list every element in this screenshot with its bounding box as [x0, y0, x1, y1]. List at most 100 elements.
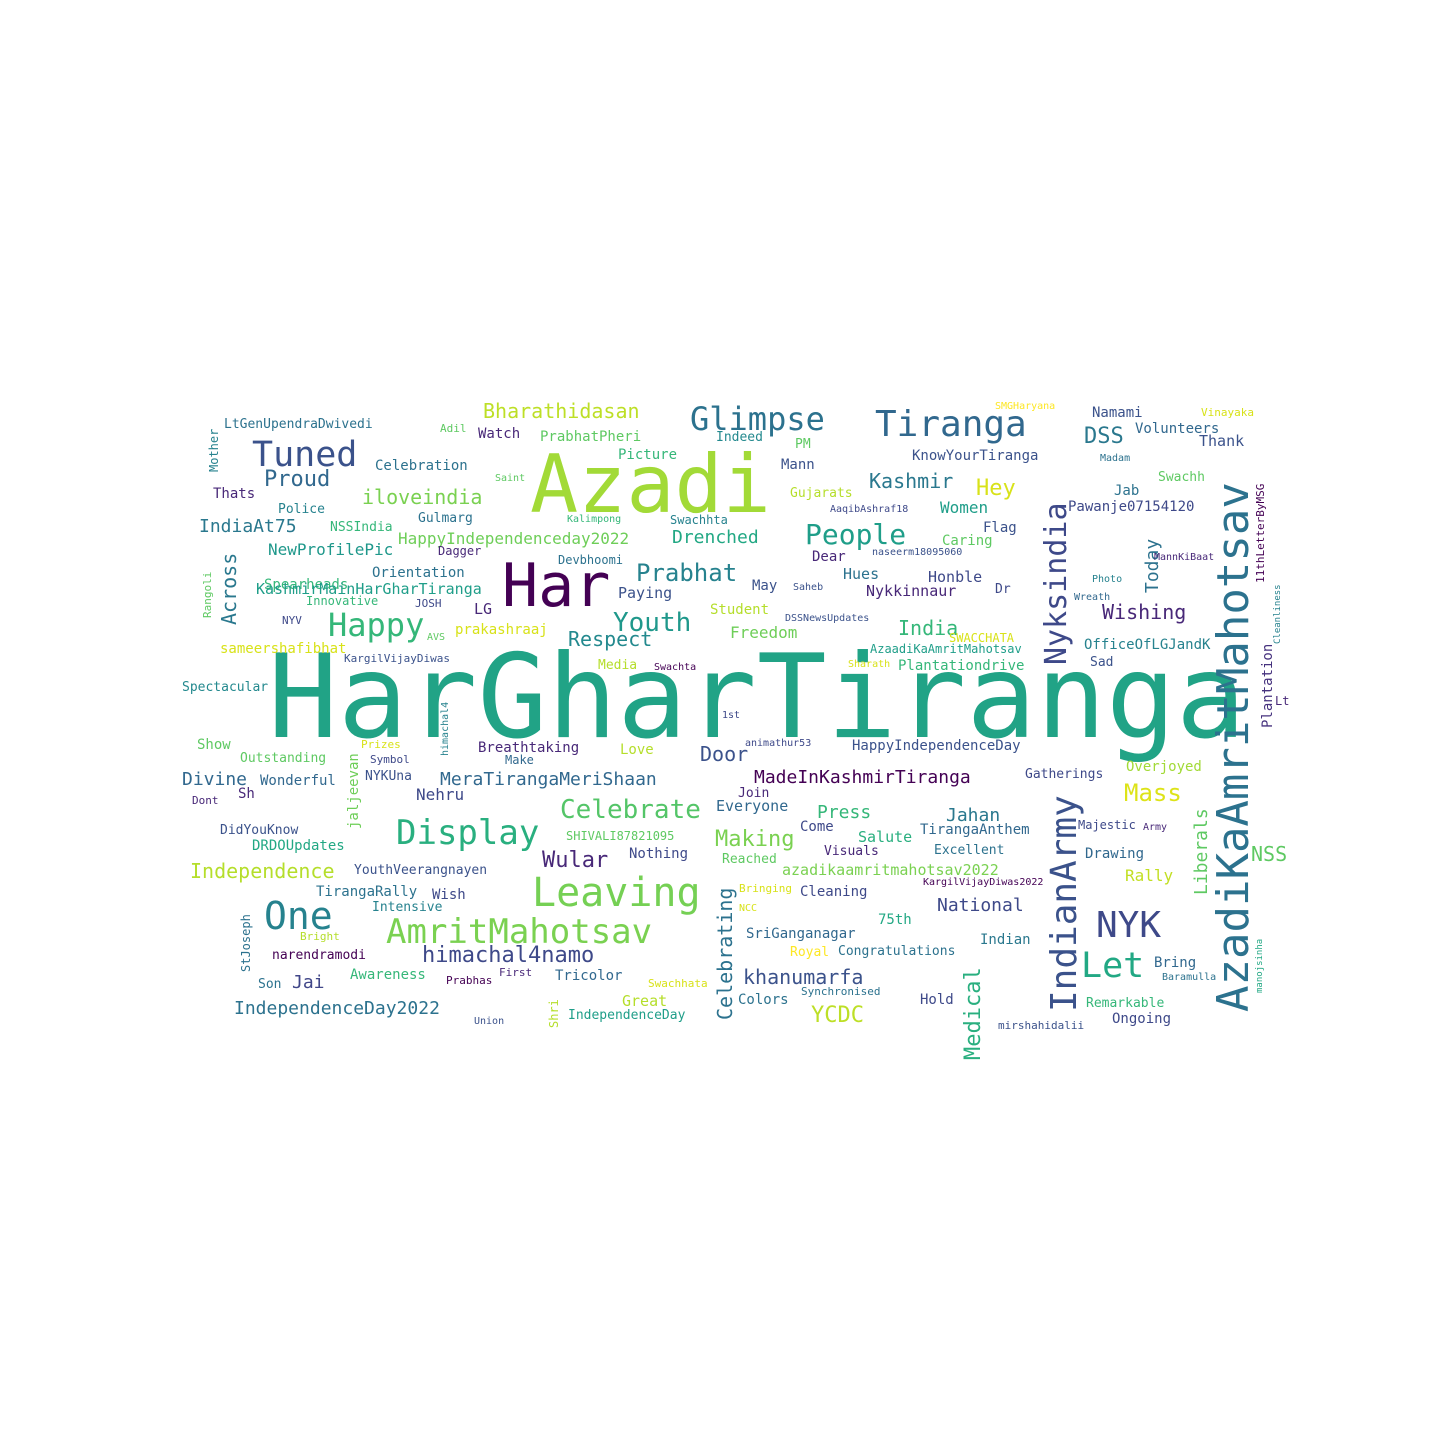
cloud-word: Nykkinnaur	[866, 582, 956, 600]
cloud-word: Sharath	[848, 659, 890, 670]
cloud-word: Colors	[738, 992, 789, 1008]
cloud-word: Love	[620, 742, 654, 758]
cloud-word: Thank	[1199, 432, 1244, 450]
cloud-word: Adil	[440, 422, 467, 435]
cloud-word: Prizes	[361, 738, 401, 751]
cloud-word: Swachh	[1158, 470, 1205, 485]
cloud-word: MannKiBaat	[1154, 552, 1214, 563]
cloud-word: One	[264, 894, 333, 938]
cloud-word: Join	[738, 786, 769, 801]
cloud-word: Bright	[300, 930, 340, 943]
cloud-word: SWACCHATA	[949, 631, 1015, 645]
cloud-word: naseerm18095060	[872, 547, 962, 558]
cloud-word: Gulmarg	[418, 511, 473, 526]
cloud-word: Indeed	[716, 430, 763, 445]
cloud-word: TirangaRally	[316, 884, 417, 900]
cloud-word: Thats	[213, 486, 255, 502]
cloud-word: PM	[795, 437, 811, 452]
cloud-word: Celebrating	[713, 888, 737, 1020]
cloud-word: Intensive	[372, 900, 443, 915]
cloud-word: Dagger	[438, 544, 481, 558]
cloud-word: 75th	[878, 912, 912, 928]
cloud-word: manojsinha	[1255, 939, 1265, 993]
cloud-word: KargilVijayDiwas2022	[923, 877, 1043, 888]
cloud-word: Honble	[928, 568, 982, 586]
cloud-word: First	[499, 966, 532, 979]
cloud-word: khanumarfa	[743, 965, 863, 989]
cloud-word: Swachhta	[670, 513, 728, 527]
cloud-word: Flag	[983, 520, 1017, 536]
cloud-word: IndianArmy	[1044, 795, 1085, 1012]
cloud-word: Bringing	[739, 882, 792, 895]
cloud-word: Media	[598, 658, 637, 673]
cloud-word: Plantation	[1260, 644, 1276, 728]
cloud-word: Hues	[843, 565, 879, 583]
cloud-word: Majestic	[1078, 818, 1136, 832]
cloud-word: iloveindia	[362, 485, 482, 509]
cloud-word: Shri	[547, 999, 561, 1028]
cloud-word: Overjoyed	[1126, 759, 1202, 775]
cloud-word: Women	[940, 498, 988, 517]
cloud-word: Hold	[920, 992, 954, 1008]
cloud-word: Wreath	[1074, 592, 1110, 603]
cloud-word: Everyone	[716, 797, 788, 815]
cloud-word: LtGenUpendraDwivedi	[224, 417, 373, 432]
cloud-word: NYKUna	[365, 769, 412, 784]
cloud-word: Hey	[976, 476, 1016, 501]
cloud-word: Press	[817, 802, 871, 823]
cloud-word: NSSIndia	[330, 520, 393, 535]
cloud-word: Remarkable	[1086, 996, 1164, 1011]
cloud-word: Bring	[1154, 955, 1196, 971]
cloud-word: Volunteers	[1135, 421, 1219, 437]
cloud-word: Baramulla	[1162, 972, 1216, 983]
cloud-word: Har	[502, 551, 610, 621]
cloud-word: Paying	[618, 584, 672, 602]
cloud-word: Glimpse	[690, 400, 825, 438]
cloud-word: Jab	[1114, 483, 1139, 499]
cloud-word: Show	[197, 737, 231, 753]
cloud-word: Cleaning	[800, 884, 867, 900]
cloud-word: National	[937, 895, 1024, 916]
cloud-word: HappyIndependenceDay	[852, 738, 1021, 754]
cloud-word: Saint	[495, 473, 525, 484]
cloud-word: Jahan	[946, 805, 1000, 826]
cloud-word: Excellent	[934, 843, 1004, 858]
cloud-word: Swachta	[654, 662, 696, 673]
cloud-word: StJoseph	[239, 914, 253, 972]
cloud-word: Drawing	[1085, 846, 1144, 862]
cloud-word: prakashraaj	[455, 622, 548, 638]
cloud-word: DRDOUpdates	[252, 838, 345, 854]
cloud-word: Lt	[1275, 694, 1289, 708]
cloud-word: Salute	[858, 828, 912, 846]
cloud-word: Outstanding	[240, 751, 326, 766]
cloud-word: Congratulations	[838, 944, 955, 959]
cloud-word: Mother	[207, 429, 221, 472]
cloud-word: Wular	[542, 848, 608, 873]
cloud-word: Divine	[182, 769, 247, 790]
cloud-word: AzaadiKaAmritMahotsav	[870, 642, 1022, 656]
cloud-word: May	[752, 578, 777, 594]
cloud-word: Nyksindia	[1039, 502, 1074, 665]
cloud-word: NYV	[282, 614, 302, 627]
cloud-word: DSSNewsUpdates	[785, 613, 869, 624]
cloud-word: Madam	[1100, 453, 1130, 464]
cloud-word: animathur53	[745, 738, 811, 749]
cloud-word: Kalimpong	[567, 514, 621, 525]
cloud-word: SMGHaryana	[995, 401, 1055, 412]
cloud-word: Photo	[1092, 574, 1122, 585]
cloud-word: Display	[396, 813, 539, 853]
cloud-word: HarGharTiranga	[268, 630, 1246, 765]
cloud-word: Bharathidasan	[483, 399, 640, 423]
cloud-word: AmritMahotsav	[386, 912, 652, 952]
cloud-word: Picture	[618, 447, 677, 463]
cloud-word: YCDC	[811, 1003, 864, 1028]
cloud-word: 11thLetterByMSG	[1254, 484, 1267, 583]
cloud-word: Wish	[432, 887, 466, 903]
cloud-word: Vinayaka	[1201, 406, 1254, 419]
cloud-word: Proud	[264, 467, 330, 492]
cloud-word: Jai	[292, 972, 325, 993]
cloud-word: Plantationdrive	[898, 658, 1024, 674]
cloud-word: Come	[800, 819, 834, 835]
cloud-word: Wishing	[1102, 600, 1186, 624]
cloud-word: Spectacular	[182, 680, 268, 695]
